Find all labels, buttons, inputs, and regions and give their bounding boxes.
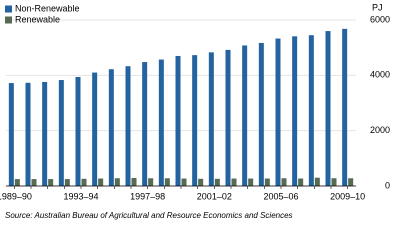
bar: [8, 83, 14, 186]
bar: [125, 66, 131, 186]
bar: [164, 178, 170, 186]
bar: [225, 49, 231, 186]
bar: [25, 82, 31, 186]
bar: [58, 80, 64, 186]
bar: [64, 179, 70, 186]
bar: [214, 178, 220, 186]
bar: [231, 178, 237, 186]
bar: [298, 178, 304, 186]
bar: [108, 69, 114, 186]
bar: [81, 178, 87, 186]
legend-swatch: [5, 16, 12, 24]
bar: [175, 55, 181, 186]
legend-label: Non-Renewable: [15, 3, 80, 13]
x-tick-label: 1993–94: [63, 191, 98, 201]
x-tick-label: 2001–02: [197, 191, 232, 201]
bar: [314, 177, 320, 186]
bar: [98, 178, 104, 186]
chart: PJ Source: Australian Bureau of Agricult…: [0, 2, 390, 220]
bar: [142, 62, 148, 187]
y-tick-label: 4000: [370, 70, 390, 80]
bar: [258, 42, 264, 186]
x-tick-label: 1989–90: [0, 191, 32, 201]
bar: [198, 178, 204, 186]
legend-swatch: [5, 5, 12, 13]
bar: [281, 178, 287, 186]
source-note: Source: Australian Bureau of Agricultura…: [5, 211, 293, 220]
bar: [292, 36, 298, 186]
bar: [342, 28, 348, 186]
bar: [242, 45, 248, 186]
y-tick-label: 6000: [370, 14, 390, 24]
x-tick-label: 1997–98: [130, 191, 165, 201]
bar: [208, 52, 214, 187]
bar: [308, 35, 314, 186]
bar: [75, 76, 81, 186]
bar: [264, 178, 270, 186]
legend-label: Renewable: [15, 14, 60, 24]
bar: [14, 179, 20, 186]
bar: [131, 177, 137, 186]
bar: [148, 178, 154, 186]
y-axis-unit: PJ: [372, 2, 383, 12]
bar: [325, 31, 331, 186]
bar: [48, 179, 54, 186]
y-tick-label: 0: [385, 180, 390, 190]
bar: [92, 72, 98, 186]
bar: [331, 178, 337, 186]
bar: [248, 178, 254, 186]
y-tick-label: 2000: [370, 125, 390, 135]
bar: [275, 38, 281, 186]
bar: [42, 81, 48, 186]
bar: [31, 179, 37, 186]
bar: [192, 55, 198, 187]
bar: [181, 178, 187, 186]
bar: [348, 178, 354, 186]
x-tick-label: 2005–06: [263, 191, 298, 201]
bar: [158, 59, 164, 186]
bar: [114, 178, 120, 186]
x-tick-label: 2009–10: [330, 191, 365, 201]
